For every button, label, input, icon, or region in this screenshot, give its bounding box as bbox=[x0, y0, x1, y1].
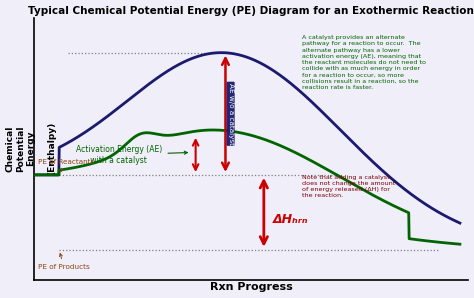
Title: Typical Chemical Potential Energy (PE) Diagram for an Exothermic Reaction: Typical Chemical Potential Energy (PE) D… bbox=[28, 6, 474, 15]
Text: A catalyst provides an alternate
pathway for a reaction to occur.  The
alternate: A catalyst provides an alternate pathway… bbox=[302, 35, 426, 90]
Text: PE of Reactants: PE of Reactants bbox=[38, 159, 94, 172]
X-axis label: Rxn Progress: Rxn Progress bbox=[210, 283, 292, 292]
Y-axis label: Chemical
Potential
Energy

(Enthalpy): Chemical Potential Energy (Enthalpy) bbox=[6, 122, 56, 175]
Text: Activation Energy (AE)
      with a catalyst: Activation Energy (AE) with a catalyst bbox=[76, 145, 187, 164]
Text: ΔHₕᵣₙ: ΔHₕᵣₙ bbox=[273, 213, 308, 226]
Text: Note that adding a catalyst
does not change the amount
of energy released (ΔH) f: Note that adding a catalyst does not cha… bbox=[302, 175, 395, 198]
Text: AE w/o a catalyst: AE w/o a catalyst bbox=[228, 83, 234, 145]
Text: PE of Products: PE of Products bbox=[38, 254, 90, 270]
